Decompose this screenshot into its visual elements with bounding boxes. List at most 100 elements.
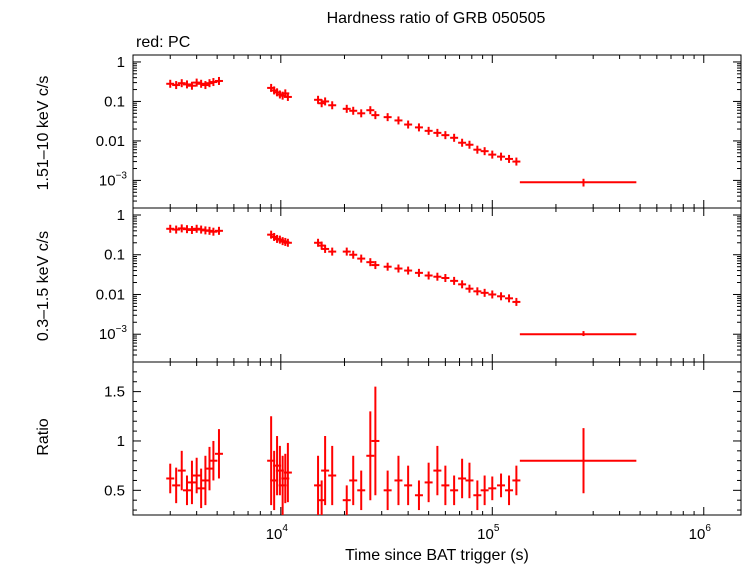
data-point	[214, 226, 223, 235]
data-point	[182, 80, 191, 89]
data-point	[371, 261, 380, 270]
data-point	[450, 475, 459, 506]
data-point	[465, 284, 474, 293]
data-point	[394, 264, 403, 273]
data-point	[172, 81, 181, 90]
data-point	[197, 79, 206, 88]
data-point	[205, 79, 214, 88]
data-point	[404, 266, 413, 275]
data-point	[342, 247, 351, 256]
data-point	[283, 238, 292, 247]
panel-bottom-ratio: 1.5 1 0.5 104 105 106	[104, 361, 742, 543]
data-point	[473, 480, 482, 511]
y-tick-label: 0.01	[96, 133, 125, 150]
data-point	[371, 111, 380, 120]
data-point	[450, 133, 459, 142]
data-point	[433, 128, 442, 137]
data-point	[512, 297, 521, 306]
data-point	[321, 436, 330, 506]
data-point	[366, 258, 375, 267]
y-tick-label: 0.1	[104, 93, 125, 110]
data-point	[172, 225, 181, 234]
data-point	[414, 480, 423, 511]
data-point	[394, 116, 403, 125]
data-point	[450, 276, 459, 285]
data-point	[166, 463, 175, 494]
data-point	[480, 288, 489, 297]
chart-title: Hardness ratio of GRB 050505	[327, 10, 546, 27]
data-point	[209, 440, 218, 481]
data-point	[404, 465, 413, 506]
data-point	[177, 79, 186, 88]
data-point	[349, 250, 358, 259]
y-tick-label: 0.01	[96, 286, 125, 303]
data-point	[404, 120, 413, 129]
data-point	[473, 287, 482, 296]
data-point	[488, 150, 497, 159]
plot-frame-mid	[132, 207, 742, 363]
data-point	[192, 457, 201, 494]
y-axis-label-ratio: Ratio	[35, 418, 52, 455]
data-point	[214, 429, 223, 479]
data-point	[441, 273, 450, 282]
data-point	[488, 290, 497, 299]
data-point	[328, 247, 337, 256]
data-point	[441, 465, 450, 506]
data-point	[201, 81, 210, 90]
panel-top-hard-band: 1 0.1 0.01 10−3	[96, 54, 742, 209]
data-point	[192, 78, 201, 87]
data-point	[342, 485, 351, 515]
data-point	[201, 455, 210, 506]
data-point	[480, 147, 489, 156]
data-point	[497, 292, 506, 301]
data-point	[187, 81, 196, 90]
data-point	[458, 280, 467, 289]
data-point	[371, 386, 380, 496]
data-point	[349, 455, 358, 506]
data-point	[383, 262, 392, 271]
data-point	[182, 475, 191, 506]
data-point	[187, 225, 196, 234]
y-tick-label: 0.1	[104, 247, 125, 264]
data-point	[505, 154, 514, 163]
data-point	[177, 450, 186, 491]
data-point	[349, 106, 358, 115]
data-point	[433, 272, 442, 281]
y-tick-label: 1	[117, 433, 125, 450]
data-point	[172, 467, 181, 504]
data-point	[283, 442, 292, 503]
data-point	[357, 470, 366, 511]
data-point	[328, 445, 337, 506]
data-point	[366, 106, 375, 115]
data-point	[383, 113, 392, 122]
x-tick-label: 106	[689, 523, 712, 543]
panel-middle-soft-band: 1 0.1 0.01 10−3	[96, 207, 742, 363]
data-point	[424, 271, 433, 280]
data-point	[209, 78, 218, 87]
data-point	[166, 79, 175, 88]
data-point	[383, 470, 392, 511]
data-point	[424, 126, 433, 135]
data-point	[505, 294, 514, 303]
data-point	[394, 455, 403, 506]
data-point	[497, 473, 506, 498]
data-point	[488, 476, 497, 501]
x-axis-label: Time since BAT trigger (s)	[345, 547, 529, 564]
data-point	[465, 140, 474, 149]
data-point	[424, 462, 433, 503]
data-segment	[519, 178, 637, 187]
data-point	[458, 138, 467, 147]
y-tick-label: 1	[117, 207, 125, 224]
data-point	[441, 131, 450, 140]
data-point	[414, 123, 423, 132]
data-point	[205, 446, 214, 491]
data-point	[321, 97, 330, 106]
data-point	[433, 445, 442, 496]
data-point	[357, 109, 366, 118]
y-tick-label: 1	[117, 54, 125, 71]
data-point	[512, 465, 521, 496]
data-point	[321, 244, 330, 253]
y-tick-label: 10−3	[99, 170, 128, 189]
data-point	[505, 475, 514, 506]
